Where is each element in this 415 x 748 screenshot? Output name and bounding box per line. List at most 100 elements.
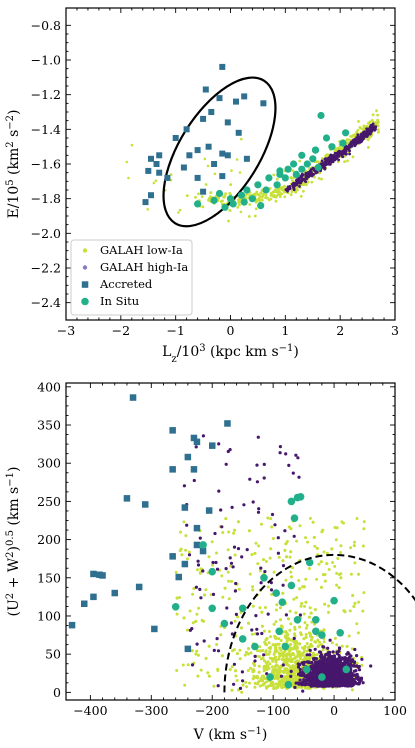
low-ia-point — [197, 653, 200, 657]
low-ia-point — [310, 644, 314, 648]
low-ia-point — [309, 638, 313, 642]
high-ia-point — [187, 553, 192, 557]
high-ia-point — [281, 583, 285, 587]
low-ia-point — [294, 639, 298, 643]
low-ia-point — [247, 529, 251, 533]
high-ia-point — [337, 158, 340, 162]
low-ia-point — [333, 149, 337, 153]
low-ia-point — [257, 664, 261, 668]
accreted-point — [241, 93, 248, 100]
high-ia-point — [327, 667, 331, 671]
in-situ-point — [318, 631, 326, 639]
low-ia-point — [317, 562, 321, 566]
high-ia-point — [196, 559, 200, 563]
low-ia-point — [305, 642, 309, 646]
low-ia-point — [343, 154, 347, 158]
high-ia-point — [329, 661, 333, 665]
accreted-point — [194, 174, 201, 181]
high-ia-point — [215, 567, 220, 571]
low-ia-point — [228, 668, 232, 671]
in-situ-point — [251, 642, 259, 651]
low-ia-point — [337, 586, 341, 590]
low-ia-point — [181, 663, 185, 667]
high-ia-point — [229, 561, 234, 565]
low-ia-point — [283, 649, 287, 653]
low-ia-point — [230, 579, 233, 583]
low-ia-point — [341, 146, 344, 150]
low-ia-point — [281, 186, 285, 189]
y-tick-label: −1.4 — [31, 122, 61, 137]
low-ia-point — [199, 567, 203, 571]
high-ia-point — [334, 684, 338, 688]
low-ia-point — [230, 169, 233, 172]
high-ia-point — [291, 471, 295, 475]
low-ia-point — [200, 195, 204, 199]
in-situ-point — [199, 541, 207, 549]
accreted-point — [90, 570, 97, 578]
low-ia-point — [334, 538, 338, 542]
low-ia-point — [315, 546, 319, 550]
high-ia-point — [358, 141, 362, 144]
high-ia-point — [296, 456, 300, 460]
high-ia-point — [320, 159, 324, 163]
low-ia-point — [350, 647, 354, 651]
low-ia-point — [182, 616, 186, 620]
high-ia-point — [343, 152, 346, 156]
high-ia-point — [358, 137, 362, 141]
low-ia-point — [346, 159, 349, 163]
low-ia-point — [343, 610, 347, 614]
low-ia-point — [274, 636, 278, 640]
low-ia-point — [264, 661, 268, 665]
low-ia-point — [279, 606, 282, 610]
low-ia-point — [361, 609, 365, 613]
high-ia-point — [287, 463, 291, 467]
low-ia-point — [291, 653, 295, 656]
low-ia-point — [291, 566, 294, 570]
low-ia-point — [130, 143, 134, 147]
high-ia-point — [279, 674, 284, 678]
high-ia-point — [341, 155, 345, 159]
low-ia-point — [273, 644, 277, 648]
low-ia-point — [253, 551, 257, 555]
low-ia-point — [330, 547, 334, 551]
high-ia-point — [289, 674, 293, 679]
low-ia-point — [264, 193, 268, 197]
low-ia-point — [254, 541, 258, 545]
low-ia-point — [268, 662, 272, 666]
low-ia-point — [238, 648, 242, 652]
high-ia-point — [307, 171, 311, 175]
legend-marker — [82, 248, 88, 253]
low-ia-point — [235, 652, 239, 656]
low-ia-point — [261, 683, 265, 687]
low-ia-point — [294, 655, 298, 659]
x-tick-label: 0 — [227, 323, 235, 338]
accreted-point — [169, 466, 176, 473]
x-tick-label: 3 — [391, 323, 399, 338]
low-ia-point — [358, 126, 362, 129]
low-ia-point — [357, 572, 361, 576]
low-ia-point — [175, 612, 179, 616]
high-ia-point — [321, 166, 325, 169]
low-ia-point — [330, 641, 334, 645]
in-situ-point — [287, 497, 296, 506]
low-ia-point — [304, 635, 308, 639]
x-tick-label: −100 — [256, 703, 290, 718]
high-ia-point — [361, 681, 365, 685]
high-ia-point — [333, 663, 337, 667]
low-ia-point — [274, 608, 278, 612]
high-ia-point — [216, 649, 221, 653]
low-ia-point — [175, 669, 179, 672]
high-ia-point — [355, 682, 359, 686]
in-situ-point — [303, 160, 311, 168]
in-situ-point — [298, 151, 306, 159]
low-ia-point — [226, 570, 230, 574]
low-ia-point — [283, 548, 287, 552]
high-ia-point — [342, 679, 346, 683]
low-ia-point — [238, 203, 241, 207]
low-ia-point — [304, 626, 308, 630]
low-ia-point — [277, 555, 281, 559]
low-ia-point — [236, 615, 240, 619]
low-ia-point — [306, 180, 310, 184]
low-ia-point — [251, 588, 255, 592]
x-tick-label: −3 — [57, 323, 75, 338]
